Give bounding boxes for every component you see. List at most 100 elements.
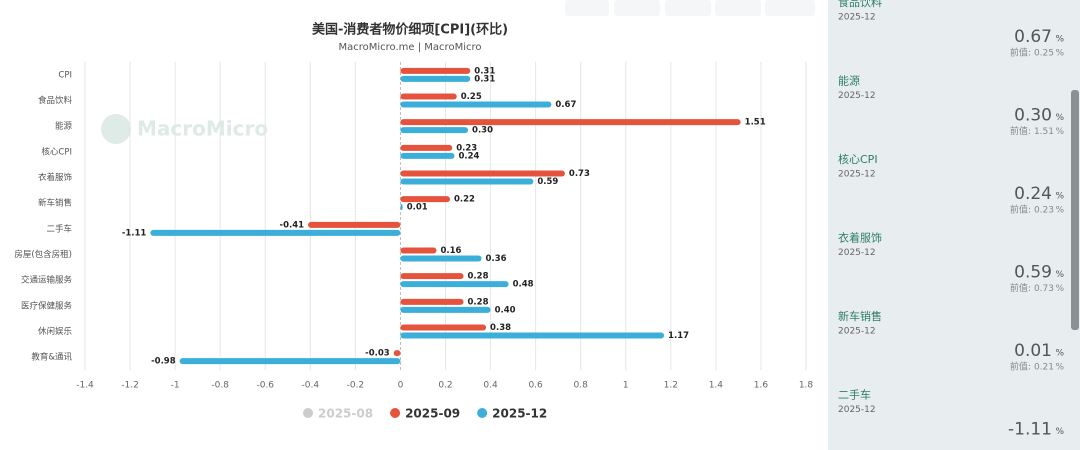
bar (400, 144, 453, 151)
bar (400, 152, 455, 159)
item-date: 2025-12 (838, 405, 876, 415)
value-label: -1.11 (122, 228, 147, 238)
x-tick-label: -0.8 (211, 381, 229, 391)
bar (400, 67, 471, 74)
image-button[interactable] (665, 0, 711, 16)
value-label: 0.23 (456, 143, 477, 153)
value-label: 0.30 (472, 126, 493, 136)
item-name: 食品饮料 (838, 0, 882, 9)
bar (400, 281, 509, 288)
legend-item[interactable]: 2025-08 (303, 407, 373, 421)
x-tick-label: -1.2 (121, 381, 139, 391)
x-tick-label: -1 (171, 381, 180, 391)
share-button[interactable] (565, 0, 609, 16)
value-label: -0.98 (151, 357, 176, 367)
item-unit: % (1055, 270, 1064, 280)
value-label: 0.22 (454, 195, 475, 205)
bar (400, 119, 741, 126)
legend-label: 2025-12 (492, 407, 547, 421)
x-tick-label: -1.4 (76, 381, 94, 391)
item-date: 2025-12 (838, 170, 876, 180)
value-label: 0.40 (495, 305, 516, 315)
legend-item[interactable]: 2025-09 (390, 407, 460, 421)
x-tick-label: 1.2 (664, 381, 678, 391)
item-unit: % (1055, 427, 1064, 437)
edit-button[interactable] (715, 0, 761, 16)
x-tick-label: -0.4 (302, 381, 320, 391)
y-tick-label: 衣着服饰 (38, 172, 73, 183)
x-tick-label: -0.6 (256, 381, 274, 391)
bar (400, 273, 464, 280)
value-label: 0.31 (474, 66, 495, 76)
bar (400, 178, 534, 185)
item-prev-unit: % (1055, 127, 1064, 137)
zoom-button[interactable] (765, 0, 815, 16)
item-date: 2025-12 (838, 327, 876, 337)
item-prev: 0.25 (1034, 49, 1054, 59)
item-value: 0.24 (1014, 184, 1052, 204)
value-label: 0.16 (440, 246, 461, 256)
watermark: MacroMicro (101, 114, 268, 144)
y-tick-label: 交通运输服务 (21, 275, 73, 286)
item-date: 2025-12 (838, 13, 876, 23)
item-prev: 0.21 (1034, 363, 1054, 373)
bar (400, 247, 437, 254)
item-prev-label: 前值: (1010, 125, 1031, 137)
x-tick-label: 1.6 (754, 381, 769, 391)
bar (179, 358, 401, 365)
watermark-text: MacroMicro (137, 117, 268, 141)
item-prev-unit: % (1055, 49, 1064, 59)
bar (400, 170, 565, 177)
y-tick-label: 二手车 (46, 223, 72, 234)
value-label: -0.03 (365, 349, 390, 359)
legend-item[interactable]: 2025-12 (477, 407, 547, 421)
value-label: 0.28 (468, 297, 489, 307)
value-label: 0.28 (468, 272, 489, 282)
y-tick-label: 新车销售 (38, 198, 72, 209)
x-tick-label: 0.6 (528, 381, 543, 391)
y-tick-label: 食品饮料 (38, 95, 73, 106)
legend-label: 2025-08 (318, 407, 373, 421)
bar (400, 298, 464, 305)
item-name: 新车销售 (838, 309, 882, 323)
item-date: 2025-12 (838, 91, 876, 101)
item-prev-label: 前值: (1010, 204, 1031, 216)
value-label: 0.31 (474, 74, 495, 84)
value-label: 0.48 (513, 280, 534, 290)
x-tick-label: 1.4 (709, 381, 724, 391)
bar (400, 127, 469, 134)
item-value: -1.11 (1008, 420, 1052, 440)
item-name: 衣着服饰 (838, 231, 882, 245)
setting-button[interactable] (614, 0, 660, 16)
chart-subtitle: MacroMicro.me | MacroMicro (339, 42, 482, 53)
bar (150, 229, 401, 236)
value-label: 0.24 (459, 151, 480, 161)
legend-label: 2025-09 (405, 407, 460, 421)
x-tick-label: -0.2 (347, 381, 365, 391)
scrollbar[interactable] (1071, 90, 1079, 330)
item-prev-unit: % (1055, 206, 1064, 216)
bar (400, 75, 471, 82)
x-tick-label: 0 (398, 381, 404, 391)
legend-marker (477, 408, 488, 418)
x-tick-label: 1.8 (799, 381, 814, 391)
item-prev: 0.23 (1034, 206, 1054, 216)
chart-title: 美国-消费者物价细项[CPI](环比) (312, 22, 508, 38)
x-tick-label: 1 (623, 381, 629, 391)
bar (400, 324, 487, 331)
value-label: -0.41 (280, 220, 305, 230)
item-unit: % (1055, 35, 1064, 45)
x-tick-label: 0.8 (574, 381, 589, 391)
item-prev-label: 前值: (1010, 47, 1031, 59)
bar (400, 101, 552, 108)
item-unit: % (1055, 113, 1064, 123)
item-value: 0.67 (1014, 27, 1052, 47)
item-value: 0.59 (1014, 263, 1052, 283)
bar (400, 204, 403, 211)
bar (400, 306, 491, 313)
item-name: 核心CPI (838, 152, 878, 166)
bar (400, 332, 665, 339)
item-prev-unit: % (1055, 284, 1064, 294)
value-label: 1.17 (668, 331, 689, 341)
